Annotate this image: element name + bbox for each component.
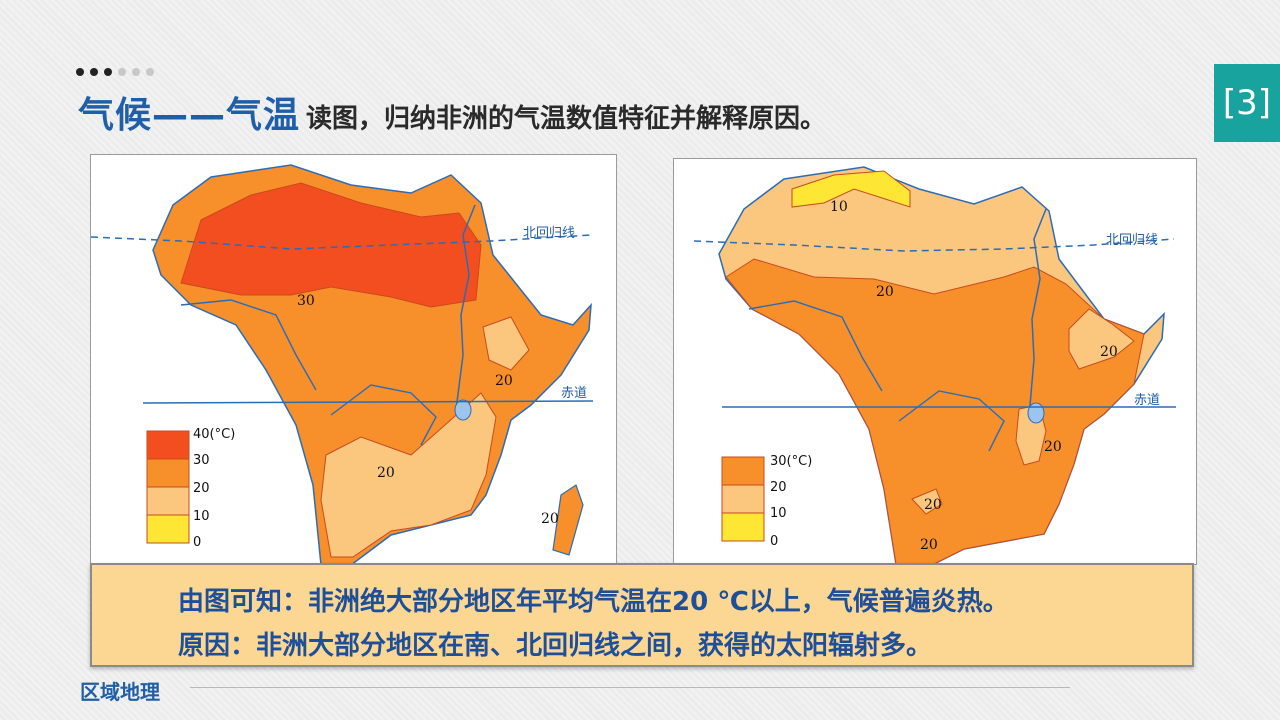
legend-label: 40(°C) — [193, 427, 235, 442]
footer-label: 区域地理 — [80, 680, 160, 704]
legend-swatch-10-20 — [721, 484, 765, 514]
isotherm-zone-10-20-east — [1068, 308, 1135, 370]
slide-number-badge: [3] — [1214, 64, 1280, 142]
isotherm-label: 20 — [1044, 439, 1062, 455]
progress-dot — [118, 68, 126, 76]
equator-label: 赤道 — [561, 386, 587, 401]
isotherm-zone-20-30 — [725, 258, 1145, 564]
january-map-svg: 北回归线 赤道 30 20 20 20 40(°C) 30 20 10 0 — [91, 164, 594, 565]
january-legend: 40(°C) 30 20 10 0 — [146, 427, 235, 550]
isotherm-label: 20 — [541, 511, 559, 527]
isotherm-label: 20 — [924, 497, 942, 513]
isotherm-label: 10 — [830, 199, 848, 215]
legend-swatch-0-10 — [721, 512, 765, 542]
legend-swatch-20-30 — [721, 456, 765, 486]
progress-dot — [76, 68, 84, 76]
isotherm-zone-30-40 — [180, 182, 482, 308]
progress-dot — [146, 68, 154, 76]
isotherm-zone-10-20-east — [482, 316, 530, 371]
legend-swatch-0-10 — [146, 514, 190, 544]
conclusion-box: 由图可知：非洲绝大部分地区年平均气温在20 ℃以上，气候普遍炎热。 原因：非洲大… — [90, 563, 1194, 667]
equator-label: 赤道 — [1134, 393, 1160, 408]
tropic-label: 北回归线 — [523, 226, 575, 241]
legend-label: 10 — [193, 509, 210, 524]
january-temperature-map: 北回归线 赤道 30 20 20 20 40(°C) 30 20 10 0 — [90, 154, 617, 566]
nile-river — [455, 204, 476, 411]
conclusion-line-2: 原因：非洲大部分地区在南、北回归线之间，获得的太阳辐射多。 — [178, 631, 933, 661]
legend-swatch-10-20 — [146, 486, 190, 516]
legend-swatch-20-30 — [146, 458, 190, 488]
conclusion-line-1: 由图可知：非洲绝大部分地区年平均气温在20 ℃以上，气候普遍炎热。 — [178, 587, 1009, 617]
isotherm-label: 30 — [297, 293, 315, 309]
congo-river — [330, 384, 437, 446]
july-map-svg: 北回归线 赤道 10 20 20 20 20 20 30(°C) 20 10 0 — [693, 166, 1176, 564]
legend-label: 0 — [770, 534, 778, 549]
isotherm-label: 20 — [920, 537, 938, 553]
legend-swatch-30-40 — [146, 430, 190, 460]
equator-line — [142, 400, 594, 404]
congo-river — [898, 390, 1005, 452]
lake-victoria — [454, 399, 472, 421]
footer-divider — [190, 687, 1070, 688]
tropic-line — [91, 234, 592, 250]
isotherm-label: 20 — [495, 373, 513, 389]
isotherm-label: 20 — [377, 465, 395, 481]
isotherm-zone-0-10 — [791, 170, 911, 208]
isotherm-zone-10-20-madagascar — [552, 484, 584, 556]
legend-label: 10 — [770, 506, 787, 521]
progress-dots — [76, 68, 154, 76]
nile-river — [1028, 208, 1047, 418]
progress-dot — [90, 68, 98, 76]
isotherm-label: 20 — [1100, 344, 1118, 360]
legend-label: 20 — [193, 481, 210, 496]
title-main: 气候——气温 — [78, 95, 301, 136]
niger-river — [180, 299, 317, 391]
legend-label: 0 — [193, 535, 201, 550]
progress-dot — [132, 68, 140, 76]
tropic-label: 北回归线 — [1106, 233, 1158, 248]
title-subtitle: 读图，归纳非洲的气温数值特征并解释原因。 — [306, 104, 827, 134]
legend-label: 30 — [193, 453, 210, 468]
tropic-line — [693, 238, 1175, 252]
isotherm-label: 20 — [876, 284, 894, 300]
lake-victoria — [1027, 402, 1045, 424]
july-temperature-map: 北回归线 赤道 10 20 20 20 20 20 30(°C) 20 10 0 — [673, 158, 1197, 565]
july-legend: 30(°C) 20 10 0 — [721, 454, 812, 549]
legend-label: 20 — [770, 480, 787, 495]
isotherm-zone-10-20-southwest — [911, 488, 943, 515]
legend-label: 30(°C) — [770, 454, 812, 469]
isotherm-zone-10-20-south — [320, 392, 497, 558]
niger-river — [748, 300, 883, 392]
slide-title: 气候——气温 读图，归纳非洲的气温数值特征并解释原因。 — [78, 86, 826, 138]
progress-dot — [104, 68, 112, 76]
